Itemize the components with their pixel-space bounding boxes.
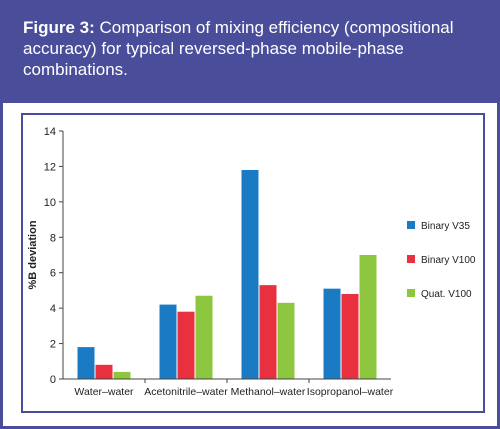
y-tick-label: 12 xyxy=(44,161,56,173)
bar xyxy=(359,255,377,379)
chart-panel: 0 2 4 6 8 10 12 14 Water–water Acetonitrile–wate… xyxy=(21,113,485,413)
bar xyxy=(259,285,277,379)
bar xyxy=(241,169,259,379)
bar xyxy=(323,288,341,379)
y-tick-label: 8 xyxy=(50,232,56,244)
legend-label: Quat. V100 xyxy=(421,289,472,300)
figure-label: Figure 3: xyxy=(23,18,95,37)
bar xyxy=(277,302,295,379)
bar xyxy=(113,371,131,379)
x-tick-label: Acetonitrile–water xyxy=(144,386,228,398)
bar xyxy=(195,295,213,379)
y-tick-label: 10 xyxy=(44,197,56,209)
bar xyxy=(177,311,195,379)
x-tick-label: Water–water xyxy=(74,386,134,398)
y-tick-label: 6 xyxy=(50,268,56,280)
bar xyxy=(159,304,177,379)
bar-chart: 0 2 4 6 8 10 12 14 Water–water Acetonitrile–wate… xyxy=(27,126,476,398)
y-tick-label: 14 xyxy=(44,126,56,138)
legend-label: Binary V35 xyxy=(421,221,470,232)
y-axis-label: %B deviation xyxy=(27,220,39,289)
legend-label: Binary V100 xyxy=(421,255,476,266)
y-tick-label: 4 xyxy=(50,303,56,315)
bar xyxy=(95,364,113,379)
figure-caption: Comparison of mixing efficiency (composi… xyxy=(23,18,454,79)
x-tick-label: Isopropanol–water xyxy=(307,386,394,398)
bar xyxy=(341,293,359,379)
legend-swatch xyxy=(407,221,415,229)
y-tick-label: 2 xyxy=(50,339,56,351)
legend-swatch xyxy=(407,289,415,297)
y-tick-label: 0 xyxy=(50,374,56,386)
x-tick-label: Methanol–water xyxy=(231,386,306,398)
bar xyxy=(77,347,95,379)
legend-swatch xyxy=(407,255,415,263)
figure-header: Figure 3: Comparison of mixing efficienc… xyxy=(3,3,500,103)
